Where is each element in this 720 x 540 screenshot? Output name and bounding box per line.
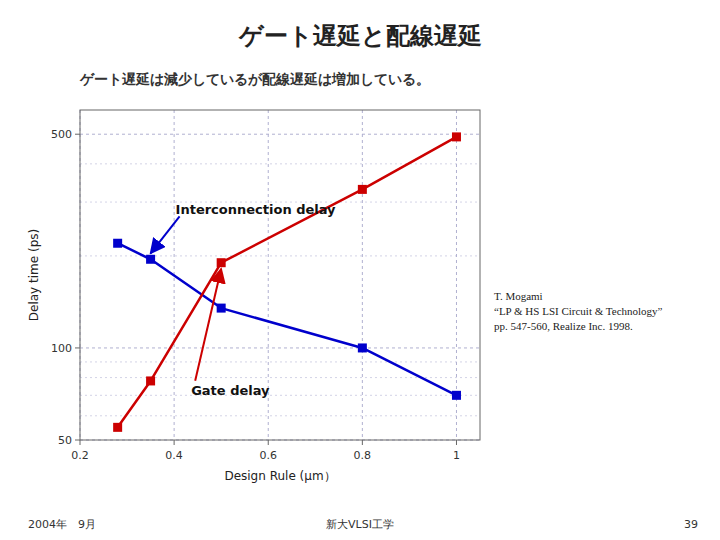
series-line [118,137,457,427]
series-labels: Interconnection delay Gate delay [151,202,337,397]
minor-grid-line [80,415,480,416]
series-group [113,132,461,431]
series-marker [452,391,461,400]
footer: 39 [684,518,698,531]
series-marker [217,304,226,313]
x-axis-label: Design Rule (μm） [224,469,335,483]
series-marker [358,185,367,194]
axes: 0.2 0.4 0.6 0.8 1 50 100 500 Design Rule (μm） Del… [27,128,460,483]
annotation: T. Mogami “LP & HS LSI Circuit & Technolo… [494,290,663,332]
series-marker [358,343,367,352]
y-tick-label: 50 [58,434,72,447]
grid-line [80,347,480,348]
y-tick [75,440,80,441]
chart: ゲート遅延と配線遅延ゲート遅延は減少しているが配線遅延は増加している。0.20.… [0,0,720,540]
minor-grid-line [80,361,480,362]
x-tick-label: 0.4 [165,449,183,462]
x-tick [80,440,81,445]
series-marker [217,258,226,267]
subtitle: ゲート遅延は減少しているが配線遅延は増加している。 [79,71,430,87]
x-tick-label: 0.8 [354,449,372,462]
x-tick [174,440,175,445]
plot-area [80,110,480,440]
series-marker [113,239,122,248]
annotation-line: pp. 547-560, Realize Inc. 1998. [494,320,633,332]
label-arrow [151,216,180,253]
y-axis-label: Delay time (ps) [27,229,41,321]
plot-frame [80,110,480,440]
grid [80,110,480,440]
series-marker [452,132,461,141]
label-arrow [195,269,221,381]
annotation-line: T. Mogami [494,290,543,302]
minor-grid-line [80,255,480,256]
x-tick [456,440,457,445]
series-label: Interconnection delay [176,202,337,217]
x-tick [268,440,269,445]
series-marker [113,423,122,432]
x-tick [362,440,363,445]
footer: 2004年 9月 [28,518,96,531]
y-tick [75,347,80,348]
grid-line [456,110,457,440]
series-label: Gate delay [191,383,270,398]
series-marker [146,376,155,385]
y-tick [75,134,80,135]
series-marker [146,255,155,264]
grid-line [362,110,363,440]
series-line [118,243,457,395]
x-tick-label: 0.6 [259,449,277,462]
annotation-line: “LP & HS LSI Circuit & Technology” [494,305,663,317]
y-tick-label: 100 [51,342,72,355]
minor-grid-line [80,163,480,164]
x-tick-label: 1 [453,449,460,462]
y-tick-label: 500 [51,128,72,141]
footer: 新大VLSI工学 [326,518,394,531]
x-tick-label: 0.2 [71,449,89,462]
grid-line [80,134,480,135]
title: ゲート遅延と配線遅延 [238,22,482,50]
